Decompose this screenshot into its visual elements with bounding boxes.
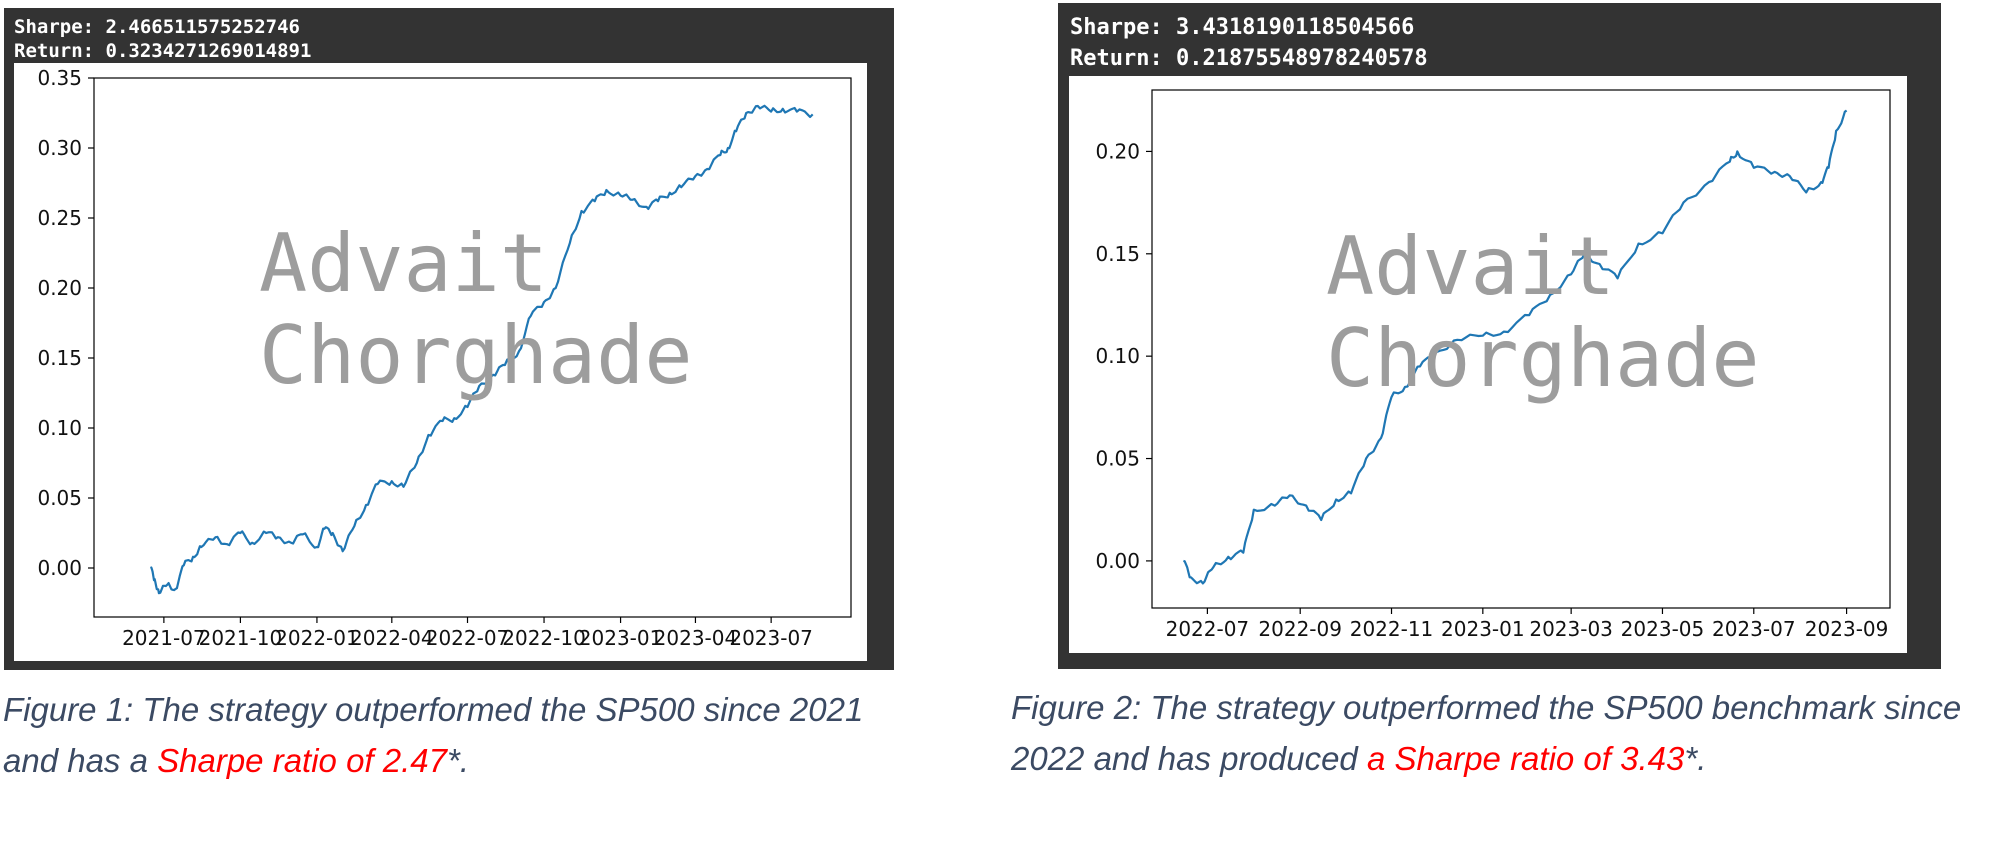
x-tick-label: 2022-09 [1258,617,1342,641]
x-tick-label: 2022-01 [275,626,359,650]
x-tick-label: 2023-07 [729,626,813,650]
return-line: Return: 0.3234271269014891 [14,40,312,62]
y-tick-label: 0.20 [1095,139,1140,163]
sharpe-line: Sharpe: 3.4318190118504566 [1070,15,1415,40]
y-tick-label: 0.20 [37,276,82,300]
y-tick-label: 0.05 [1095,447,1140,471]
x-tick-label: 2023-05 [1621,617,1705,641]
x-tick-label: 2022-11 [1350,617,1434,641]
y-tick-label: 0.15 [1095,242,1140,266]
figure-caption-2: Figure 2: The strategy outperformed the … [1011,682,2001,784]
x-tick-label: 2022-07 [426,626,510,650]
x-tick-label: 2023-04 [654,626,738,650]
x-tick-label: 2023-01 [1441,617,1525,641]
x-tick-label: 2022-07 [1166,617,1250,641]
x-tick-label: 2021-10 [199,626,283,650]
y-tick-label: 0.10 [37,416,82,440]
watermark-text: Chorghade [1326,312,1759,405]
chart-panel-1: Sharpe: 2.466511575252746 Return: 0.32342… [4,8,894,670]
series-line [149,104,814,595]
stats-header-2: Sharpe: 3.4318190118504566 Return: 0.2187… [1070,12,1428,74]
plot-area-1: 0.00 0.05 0.10 0.15 0.20 0.25 0.30 0.35 2021-07 2… [14,63,867,661]
x-tick-label: 2023-03 [1529,617,1613,641]
stats-header-1: Sharpe: 2.466511575252746 Return: 0.32342… [14,15,311,63]
caption-text: Figure 1: The strategy outperformed the … [3,691,864,779]
line-chart-1: 0.000.050.100.150.200.250.300.352021-072… [37,66,852,650]
x-tick-label: 2021-07 [122,626,206,650]
figure-caption-1: Figure 1: The strategy outperformed the … [3,684,923,786]
x-tick-label: 2023-09 [1805,617,1889,641]
caption-text: Figure 2: The strategy outperformed the … [1011,689,1962,777]
line-chart-2: 0.00 0.05 0.10 0.15 0.20 2022-07 2022-09 2022-1… [1095,89,1891,641]
caption-highlight: a Sharpe ratio of 3.43 [1366,740,1685,777]
x-tick-label: 2022-10 [502,626,586,650]
x-tick-label: 2023-07 [1712,617,1796,641]
watermark-text: Advait [259,217,548,310]
y-tick-label: 0.25 [37,206,82,230]
y-tick-label: 0.30 [37,136,82,160]
return-line: Return: 0.21875548978240578 [1070,46,1428,71]
plot-area-2: 0.00 0.05 0.10 0.15 0.20 2022-07 2022-09 2022-1… [1069,76,1907,653]
x-tick-label: 2023-01 [579,626,663,650]
watermark-text: Chorghade [259,309,692,402]
y-tick-label: 0.00 [1095,549,1140,573]
chart-panel-2: Sharpe: 3.4318190118504566 Return: 0.2187… [1058,3,1941,669]
y-tick-label: 0.10 [1095,344,1140,368]
x-tick-label: 2022-04 [350,626,434,650]
series-line [1183,109,1848,585]
y-tick-label: 0.05 [37,486,82,510]
watermark-text: Advait [1326,220,1615,313]
caption-highlight: Sharpe ratio of 2.47 [157,742,447,779]
y-tick-label: 0.00 [37,556,82,580]
caption-tail: *. [447,742,470,779]
sharpe-line: Sharpe: 2.466511575252746 [14,16,300,38]
y-tick-label: 0.35 [37,66,82,90]
axes-frame [93,77,852,618]
y-tick-label: 0.15 [37,346,82,370]
caption-tail: *. [1684,740,1707,777]
axes-frame [1151,89,1891,609]
